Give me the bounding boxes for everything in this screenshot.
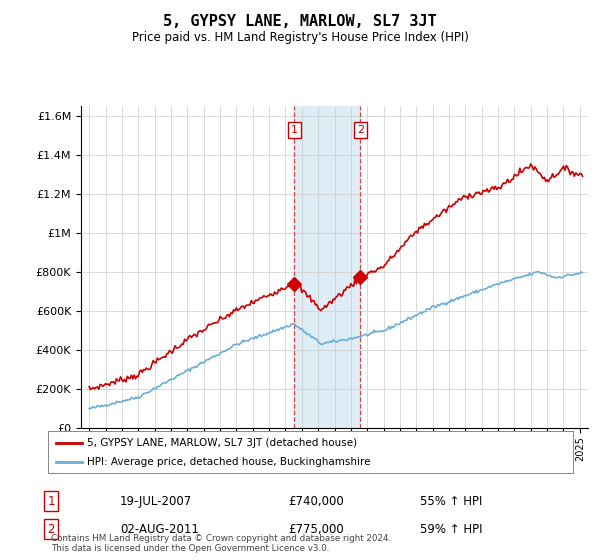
Text: 2: 2 (357, 125, 364, 135)
Bar (295, 106, 361, 428)
Text: £740,000: £740,000 (288, 494, 344, 508)
Text: 5, GYPSY LANE, MARLOW, SL7 3JT: 5, GYPSY LANE, MARLOW, SL7 3JT (163, 14, 437, 29)
Text: 59% ↑ HPI: 59% ↑ HPI (420, 522, 482, 536)
Text: £775,000: £775,000 (288, 522, 344, 536)
Text: 1: 1 (291, 125, 298, 135)
Text: HPI: Average price, detached house, Buckinghamshire: HPI: Average price, detached house, Buck… (88, 457, 371, 467)
Text: Price paid vs. HM Land Registry's House Price Index (HPI): Price paid vs. HM Land Registry's House … (131, 31, 469, 44)
Text: 1: 1 (47, 494, 55, 508)
Text: 55% ↑ HPI: 55% ↑ HPI (420, 494, 482, 508)
Text: 5, GYPSY LANE, MARLOW, SL7 3JT (detached house): 5, GYPSY LANE, MARLOW, SL7 3JT (detached… (88, 437, 358, 447)
Text: 02-AUG-2011: 02-AUG-2011 (120, 522, 199, 536)
Text: Contains HM Land Registry data © Crown copyright and database right 2024.
This d: Contains HM Land Registry data © Crown c… (51, 534, 391, 553)
Text: 19-JUL-2007: 19-JUL-2007 (120, 494, 192, 508)
Text: 2: 2 (47, 522, 55, 536)
